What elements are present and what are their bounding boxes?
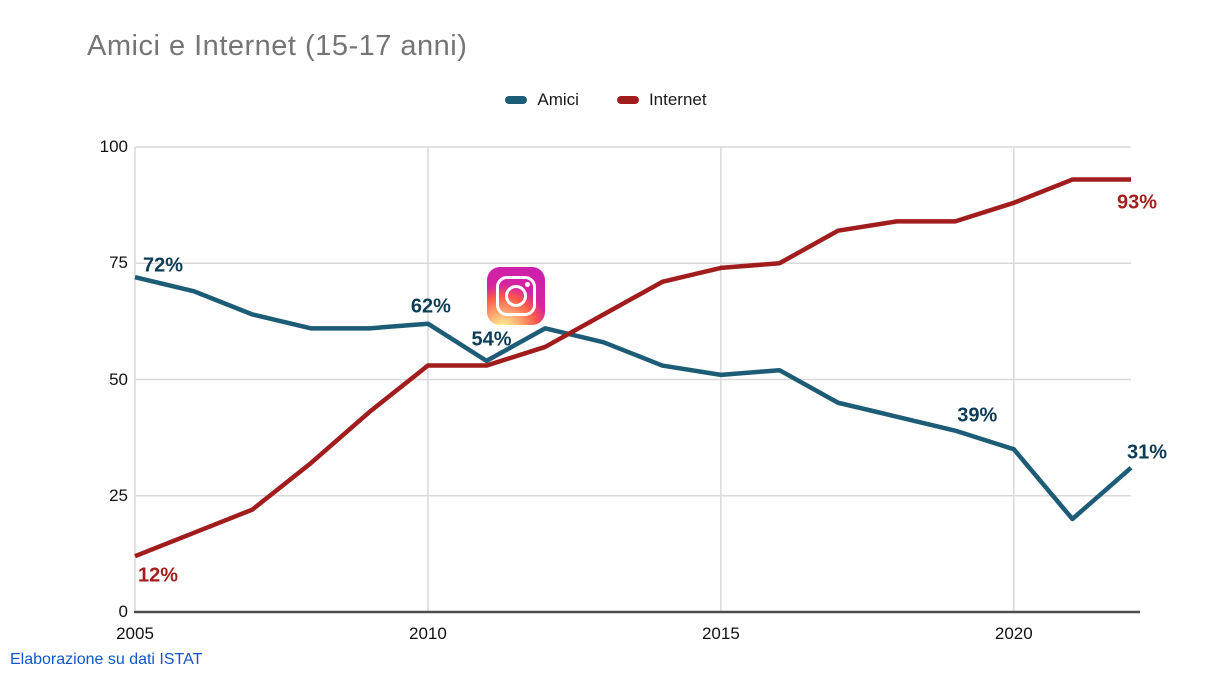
value-label-amici-2019: 39% [957,404,998,427]
instagram-camera-outline [495,275,536,316]
source-note-link[interactable]: Elaborazione su dati ISTAT [10,651,203,668]
series-line-internet [134,177,1131,559]
legend-swatch-internet [616,96,639,104]
value-label-amici-2010: 62% [410,295,451,318]
legend-label-amici: Amici [537,90,579,109]
value-label-internet-2022: 93% [1116,191,1158,214]
y-tick-label-100: 100 [99,137,128,156]
x-tick-label-2015: 2015 [701,624,740,643]
y-tick-label-0: 0 [118,602,128,621]
y-tick-label-50: 50 [109,369,128,389]
value-label-amici-2005: 72% [142,254,184,277]
value-label-amici-2011: 54% [471,328,512,351]
chart-title: Amici e Internet (15-17 anni) [87,30,468,62]
legend-swatch-amici [505,96,528,104]
instagram-flash-dot [524,281,530,287]
instagram-lens [504,284,527,307]
x-tick-label-2005: 2005 [116,624,154,643]
y-tick-label-25: 25 [109,485,128,505]
legend: Amici Internet [0,90,1212,110]
legend-item-internet: Internet [616,90,707,110]
x-tick-label-2010: 2010 [409,624,447,643]
series-line-amici [134,275,1133,522]
instagram-icon [486,266,545,325]
y-tick-label-75: 75 [109,253,128,273]
value-label-amici-2022: 31% [1126,441,1168,464]
legend-item-amici: Amici [505,90,579,110]
legend-label-internet: Internet [648,90,707,109]
value-label-internet-2005: 12% [137,564,179,587]
x-tick-label-2020: 2020 [994,624,1033,643]
